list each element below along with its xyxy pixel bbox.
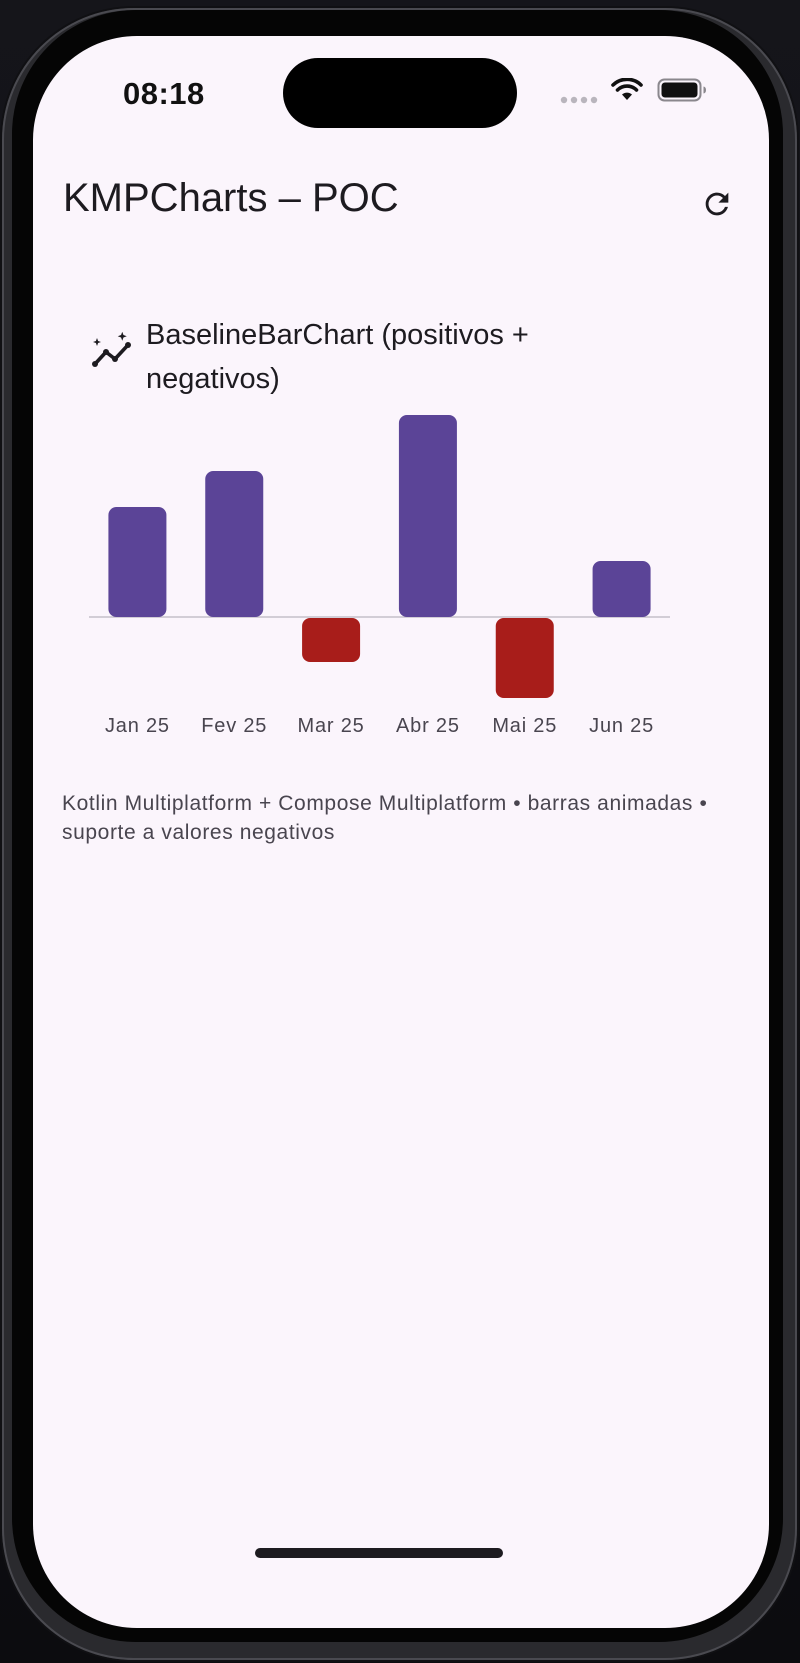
- app-screen: 08:18 KMPCharts – POC BaselineBarChart (…: [33, 36, 769, 1628]
- chart-bar[interactable]: [592, 561, 651, 617]
- x-tick-label: Jun 25: [589, 715, 654, 737]
- baseline-bar-chart: Jan 25 Fev 25 Mar 25 Abr 25 Mai 25 Jun 25: [89, 415, 670, 737]
- battery-icon: [657, 78, 706, 102]
- chart-bar[interactable]: [398, 415, 457, 617]
- dynamic-island: [283, 58, 517, 128]
- refresh-icon: [705, 192, 729, 216]
- home-indicator: [255, 1548, 503, 1558]
- wifi-icon: [611, 78, 643, 100]
- chart-bar[interactable]: [108, 507, 167, 617]
- sparkle-line-chart-icon: [92, 332, 131, 367]
- chart-bar[interactable]: [205, 471, 264, 617]
- chart-title: BaselineBarChart (positivos + negativos): [146, 319, 529, 395]
- x-tick-label: Mai 25: [492, 715, 557, 737]
- refresh-button[interactable]: [693, 180, 741, 228]
- x-tick-label: Mar 25: [298, 715, 365, 737]
- page-title: KMPCharts – POC: [63, 176, 399, 220]
- x-tick-label: Fev 25: [201, 715, 267, 737]
- x-tick-label: Jan 25: [105, 715, 170, 737]
- status-time: 08:18: [123, 76, 205, 111]
- x-tick-label: Abr 25: [396, 715, 460, 737]
- chart-bar[interactable]: [302, 618, 361, 662]
- cellular-signal-icon: [560, 96, 598, 104]
- chart-bar[interactable]: [495, 618, 554, 698]
- caption-text: Kotlin Multiplatform + Compose Multiplat…: [62, 792, 708, 844]
